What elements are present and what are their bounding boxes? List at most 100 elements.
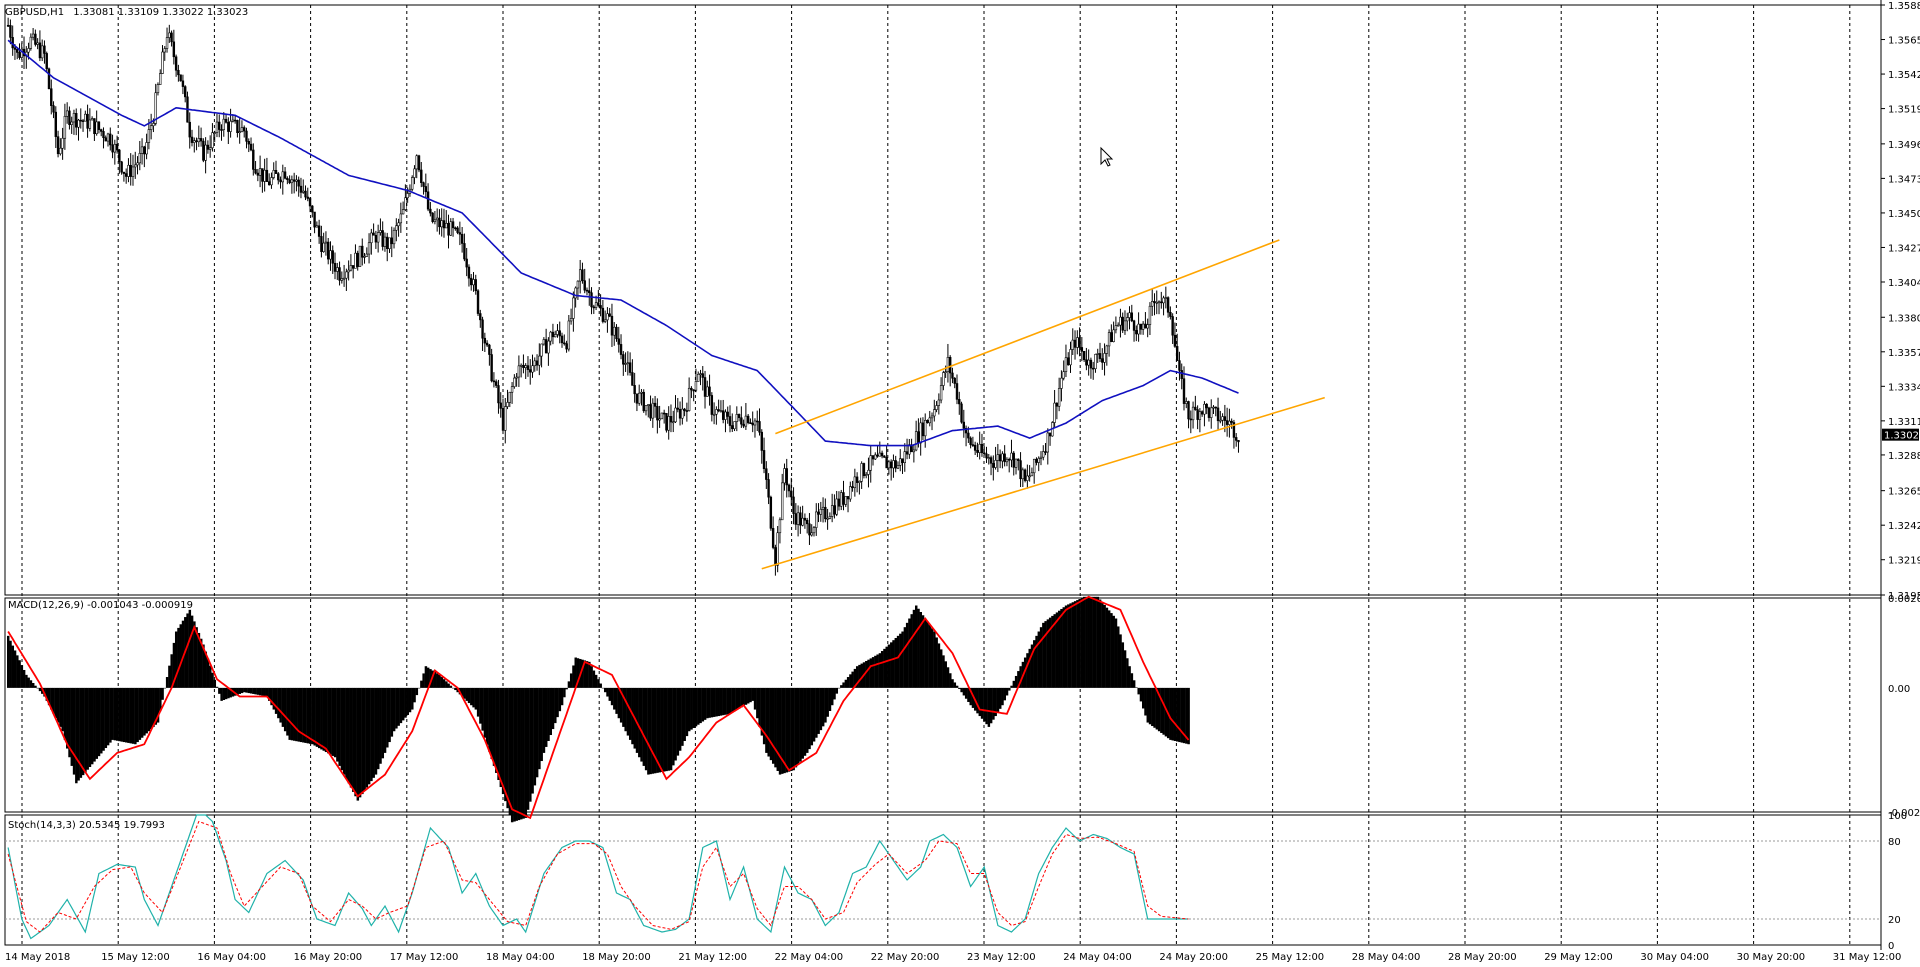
candle-body <box>667 416 670 431</box>
candle-body <box>710 395 714 415</box>
macd-bar <box>415 687 419 696</box>
candle-body <box>1001 453 1004 462</box>
macd-pane[interactable] <box>7 595 1190 823</box>
candle-body <box>345 271 348 279</box>
candle-body <box>542 339 546 345</box>
candle-body <box>458 232 462 235</box>
macd-bar <box>497 687 500 781</box>
candle-body <box>942 372 945 386</box>
macd-bar <box>939 649 943 688</box>
candle-body <box>933 409 936 417</box>
candle-body <box>263 169 266 182</box>
macd-bar <box>812 687 816 742</box>
macd-bar <box>930 628 934 688</box>
x-tick-label: 16 May 20:00 <box>294 952 363 963</box>
candle-body <box>197 138 201 143</box>
x-tick-label: 25 May 12:00 <box>1256 952 1325 963</box>
macd-bar <box>234 687 237 696</box>
candle-body <box>935 405 938 410</box>
candle-body <box>1135 330 1138 335</box>
candle-body <box>376 232 380 243</box>
candle-body <box>853 476 857 489</box>
macd-bar <box>61 687 64 732</box>
candle-body <box>1060 377 1063 389</box>
macd-bar <box>447 683 450 688</box>
macd-bar <box>129 687 133 744</box>
candle-body <box>976 450 979 453</box>
candle-body <box>1189 418 1193 421</box>
macd-bar <box>504 687 507 802</box>
macd-bar <box>506 687 509 809</box>
candle-body <box>75 113 78 128</box>
macd-bar <box>411 687 414 710</box>
candle-body <box>740 417 743 425</box>
macd-bar <box>728 687 732 714</box>
candle-body <box>576 280 580 289</box>
candle-body <box>193 140 196 143</box>
macd-bar <box>690 687 693 730</box>
macd-bar <box>869 658 873 688</box>
macd-bar <box>492 687 496 766</box>
macd-bar <box>102 687 105 751</box>
candle-body <box>601 307 605 322</box>
candle-body <box>535 360 539 366</box>
candle-body <box>426 191 430 210</box>
candle-body <box>1237 440 1240 443</box>
candle-body <box>454 227 457 230</box>
macd-bar <box>306 687 310 744</box>
candle-body <box>161 51 164 74</box>
candle-body <box>1141 323 1145 330</box>
candle-body <box>962 421 966 429</box>
candle-body <box>370 232 373 244</box>
macd-bar <box>293 687 296 741</box>
macd-bar <box>81 687 85 776</box>
candle-body <box>306 196 309 199</box>
macd-bar <box>887 644 891 688</box>
macd-bar <box>544 687 548 747</box>
candle-body <box>594 302 598 308</box>
candle-body <box>728 416 732 426</box>
candle-body <box>261 168 264 182</box>
macd-bar <box>926 621 929 688</box>
macd-bar <box>336 687 339 762</box>
macd-bar <box>987 687 991 727</box>
candle-body <box>1087 359 1090 366</box>
macd-bar <box>640 687 643 762</box>
candle-body <box>1026 475 1029 481</box>
candle-body <box>746 415 750 423</box>
macd-bar <box>245 687 248 693</box>
candle-body <box>715 409 718 415</box>
candle-body <box>1101 358 1104 363</box>
candle-body <box>662 412 666 415</box>
candle-body <box>994 459 997 468</box>
macd-bar <box>774 687 777 768</box>
macd-bar <box>513 687 516 822</box>
macd-bar <box>50 687 53 710</box>
candle-body <box>774 547 777 566</box>
macd-bar <box>109 687 112 743</box>
macd-bar <box>885 646 888 688</box>
macd-bar <box>88 687 92 767</box>
candle-body <box>292 179 296 182</box>
main-price-pane[interactable] <box>6 17 1325 576</box>
candle-body <box>515 376 518 379</box>
candle-body <box>1191 406 1195 421</box>
stochastic-pane[interactable] <box>5 814 1881 940</box>
macd-bar <box>524 687 528 818</box>
macd-bar <box>1178 687 1181 743</box>
macd-bar <box>921 615 925 688</box>
candle-body <box>288 179 291 184</box>
candle-body <box>172 41 176 58</box>
candle-body <box>930 415 934 419</box>
candle-body <box>644 405 648 412</box>
candle-body <box>1162 297 1165 304</box>
macd-bar <box>488 687 491 752</box>
candle-body <box>724 411 727 420</box>
candle-body <box>13 47 17 50</box>
candle-body <box>140 146 144 154</box>
x-tick-label: 24 May 20:00 <box>1159 952 1228 963</box>
macd-bar <box>476 687 480 717</box>
candle-body <box>1164 297 1168 299</box>
macd-bar <box>367 687 371 785</box>
candle-body <box>240 127 244 132</box>
